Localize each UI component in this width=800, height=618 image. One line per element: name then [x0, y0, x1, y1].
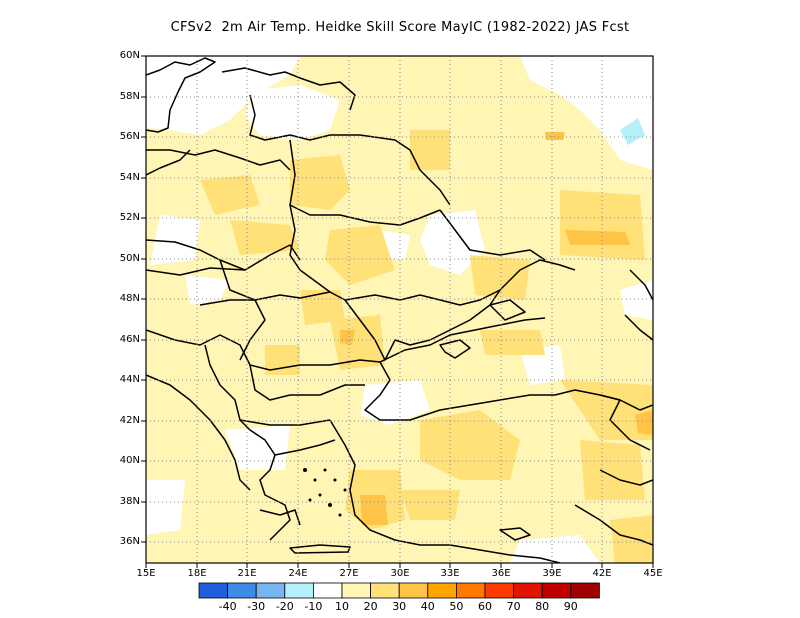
colorbar-swatch: [427, 582, 457, 599]
colorbar-swatch: [513, 582, 543, 599]
colorbar-swatch: [227, 582, 257, 599]
colorbar-label: 30: [392, 600, 407, 613]
colorbar-label: 40: [420, 600, 435, 613]
lat-label: 36N: [119, 536, 140, 547]
colorbar-swatch: [484, 582, 515, 599]
lat-label: 42N: [119, 415, 140, 426]
colorbar-swatch: [255, 582, 286, 599]
lon-label: 21E: [237, 568, 257, 579]
lon-label: 27E: [339, 568, 359, 579]
lon-label: 18E: [187, 568, 207, 579]
map-title: CFSv2 2m Air Temp. Heidke Skill Score Ma…: [170, 20, 630, 35]
colorbar-swatch: [370, 582, 400, 599]
colorbar: [198, 582, 600, 599]
lat-label: 40N: [119, 455, 140, 466]
lat-label: 54N: [119, 172, 140, 183]
lat-label: 46N: [119, 334, 140, 345]
colorbar-label: -20: [275, 600, 294, 613]
colorbar-swatch: [455, 582, 486, 599]
colorbar-swatch: [312, 582, 343, 599]
lat-label: 56N: [119, 131, 140, 142]
lat-label: 60N: [119, 50, 140, 61]
colorbar-label: 80: [535, 600, 550, 613]
lat-label: 52N: [119, 212, 140, 223]
lon-label: 30E: [390, 568, 410, 579]
colorbar-label: -40: [218, 600, 237, 613]
colorbar-swatch: [341, 582, 372, 599]
colorbar-swatch: [284, 582, 314, 599]
colorbar-label: -30: [247, 600, 266, 613]
colorbar-label: 60: [478, 600, 492, 613]
colorbar-label: 90: [563, 600, 578, 613]
gridlines: [146, 56, 653, 563]
lat-label: 44N: [119, 374, 140, 385]
lon-label: 36E: [491, 568, 511, 579]
skill-white-regions: [146, 56, 653, 563]
colorbar-label: 20: [363, 600, 378, 613]
colorbar-label: -10: [304, 600, 323, 613]
lat-label: 38N: [119, 496, 140, 507]
map-borders: [146, 57, 653, 563]
lon-label: 45E: [643, 568, 663, 579]
colorbar-label: 10: [335, 600, 349, 613]
colorbar-swatch: [398, 582, 429, 599]
tick-marks: [141, 55, 654, 568]
colorbar-swatch: [198, 582, 229, 599]
lon-label: 24E: [288, 568, 308, 579]
lat-label: 50N: [119, 253, 140, 264]
colorbar-label: 70: [506, 600, 521, 613]
lon-label: 42E: [592, 568, 612, 579]
lon-label: 39E: [542, 568, 562, 579]
lat-label: 58N: [119, 91, 140, 102]
lon-label: 15E: [136, 568, 156, 579]
colorbar-swatch: [570, 582, 600, 599]
colorbar-swatch: [541, 582, 572, 599]
lon-label: 33E: [440, 568, 460, 579]
lat-label: 48N: [119, 293, 140, 304]
colorbar-label: 50: [449, 600, 464, 613]
aegean-islands: [303, 468, 347, 517]
skill-negative-region: [620, 118, 645, 145]
skill-strong-regions: [340, 132, 653, 525]
